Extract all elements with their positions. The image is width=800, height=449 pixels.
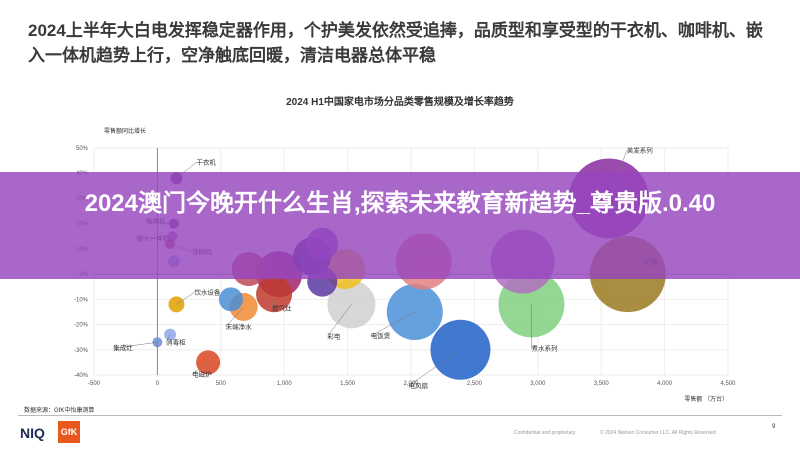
copyright-note: © 2024 Nielsen Consumer LLC. All Rights … [600,430,718,436]
x-tick-label: 1,000 [277,381,293,387]
x-tick-label: 3,000 [530,381,546,387]
gfk-logo: GfK [58,421,80,443]
overlay-text: 2024澳门今晚开什么生肖,探索未来教育新趋势_尊贵版.0.40 [84,190,716,217]
x-tick-label: 1,500 [340,381,356,387]
page-number: 9 [772,424,776,430]
bubble-point [218,287,243,312]
point-label: 燃气灶 [272,303,292,312]
y-tick-label: 50% [76,146,89,152]
point-label: 彩电 [327,331,341,340]
point-label: 末端净水 [226,322,253,331]
point-label: 电磁炉 [192,369,212,378]
point-label: 煮水系列 [531,343,557,352]
y-axis-label: 零售额同比增长 [104,127,146,135]
x-tick-label: 4,000 [657,381,673,387]
label-leader [370,311,415,337]
label-leader [225,306,244,328]
label-leader [408,349,461,386]
niq-logo: NIQ [20,425,45,441]
confidential-note: Confidential and proprietary [514,430,576,436]
label-leader [191,362,209,375]
x-tick-label: 0 [156,381,160,387]
x-tick-label: 3,500 [594,381,610,387]
x-tick-label: 500 [216,381,227,387]
label-leader [327,304,352,337]
x-tick-label: 4,500 [720,381,736,387]
point-label: 消毒柜 [166,338,186,347]
label-leader [176,292,195,305]
headline: 2024上半年大白电发挥稳定器作用，个护美发依然受追捧，品质型和享受型的干衣机、… [28,21,763,65]
footer-divider [18,415,782,416]
overlay-banner [0,172,800,279]
y-tick-label: -10% [74,297,89,303]
y-tick-label: -40% [74,373,89,379]
y-tick-label: -20% [74,323,89,329]
chart-title: 2024 H1中国家电市场分品类零售规模及增长率趋势 [286,97,514,108]
point-label: 集成灶 [113,343,133,352]
label-leader [165,334,171,343]
label-leader [113,341,158,349]
x-tick-label: -500 [88,381,101,387]
x-axis-label: 零售额 （万台） [684,395,728,403]
data-source: 数据来源：GfK中怡康测算 [24,408,95,414]
label-leader [271,294,275,309]
x-tick-label: 2,500 [467,381,483,387]
point-label: 饮水设备 [194,287,221,296]
point-label: 干衣机 [196,157,216,166]
point-label: 电风扇 [408,381,428,390]
point-label: 电饭煲 [371,331,391,340]
point-label: 美发系列 [627,145,653,154]
y-tick-label: -30% [74,348,89,354]
